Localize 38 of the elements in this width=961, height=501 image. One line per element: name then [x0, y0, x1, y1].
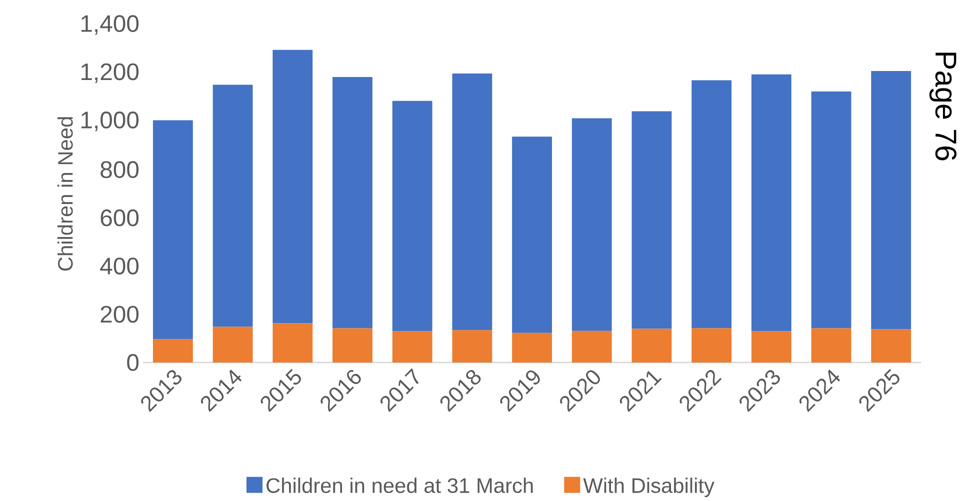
y-axis-title: Children in Need [57, 117, 73, 271]
bar [212, 84, 253, 327]
bar [512, 332, 552, 362]
bar [572, 118, 612, 331]
bar [212, 326, 253, 362]
bar [871, 71, 912, 330]
bar [632, 111, 672, 329]
y-tick-label: 1,400 [81, 15, 139, 35]
bar [272, 50, 313, 324]
y-tick-label: 400 [100, 258, 139, 275]
y-tick-label: 0 [127, 354, 139, 371]
bar [332, 77, 372, 328]
bar [332, 328, 372, 362]
y-tick-label: 600 [100, 209, 139, 226]
bar [811, 92, 852, 328]
bar [871, 329, 912, 362]
bar [751, 331, 792, 362]
bar [692, 80, 732, 328]
y-tick-label: 200 [100, 306, 139, 323]
legend-label: Children in need at 31 March [266, 478, 533, 494]
y-tick-label: 1,000 [81, 112, 139, 132]
bar [811, 328, 852, 362]
bar [512, 136, 552, 333]
bar [452, 330, 492, 362]
bar [452, 73, 492, 330]
bar [152, 339, 193, 362]
y-tick-label: 1,200 [81, 63, 139, 84]
bar [152, 120, 193, 340]
bar [392, 100, 432, 332]
bar [572, 330, 612, 362]
text: Page 76 [929, 52, 956, 160]
bar [392, 331, 432, 362]
bar [751, 74, 792, 332]
bar [632, 328, 672, 362]
bar [692, 328, 732, 362]
legend-label: With Disability [583, 478, 714, 498]
y-tick-label: 800 [100, 161, 139, 178]
bar [272, 323, 313, 362]
